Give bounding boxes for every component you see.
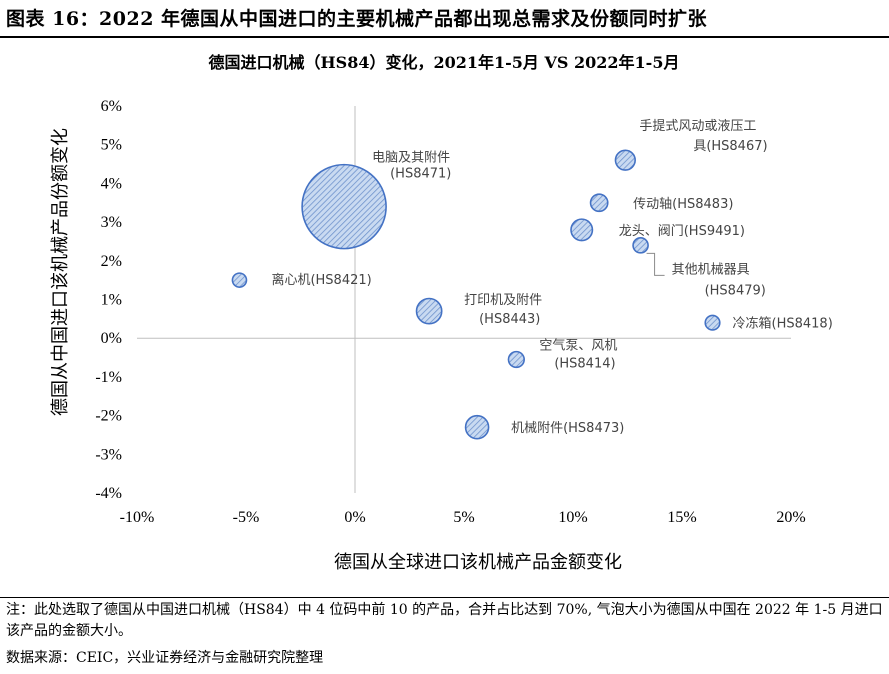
y-axis-label: 德国从中国进口该机械产品份额变化: [50, 128, 71, 416]
bubble-label: 其他机械器具: [672, 262, 750, 277]
bubble-point: [570, 218, 594, 242]
bubble-label: 机械附件(HS8473): [511, 421, 624, 436]
bubble-label: (HS8414): [554, 356, 615, 371]
note-rule: [0, 597, 889, 598]
title-rule: [0, 36, 889, 38]
bubble-point: [614, 149, 636, 171]
x-tick-label: -10%: [120, 509, 155, 526]
bubble-point: [301, 163, 387, 250]
bubbles: [231, 149, 721, 440]
x-tick-label: 20%: [776, 509, 805, 526]
figure-source: 数据来源：CEIC，兴业证券经济与金融研究院整理: [6, 650, 324, 666]
bubble-label: 龙头、阀门(HS9491): [619, 224, 745, 239]
x-tick-label: 15%: [667, 509, 696, 526]
x-axis-label: 德国从全球进口该机械产品金额变化: [334, 552, 622, 573]
bubble-point: [231, 272, 248, 288]
bubble-label: 空气泵、风机: [539, 337, 617, 353]
figure-title: 图表 16：2022 年德国从中国进口的主要机械产品都出现总需求及份额同时扩张: [6, 8, 708, 30]
bubble-point: [632, 237, 649, 254]
bubble-label: (HS8443): [479, 312, 540, 327]
axes: -10% -5% 0% 5% 10% 15% 20% 6% 5% 4% 3% 2% 1% 0% -1% -2%…: [95, 98, 805, 526]
bubble-label: 传动轴(HS8483): [633, 197, 733, 212]
y-tick-label: -1%: [95, 369, 122, 386]
bubble-label: 具(HS8467): [693, 139, 767, 154]
label-leader-line: [646, 252, 665, 276]
bubble-label: (HS8471): [390, 167, 451, 182]
chart-title: 德国进口机械（HS84）变化，2021年1-5月 VS 2022年1-5月: [209, 53, 680, 72]
bubble-point: [704, 314, 721, 331]
bubble-point: [507, 350, 525, 369]
y-tick-label: -3%: [95, 446, 122, 463]
bubble-chart: 德国进口机械（HS84）变化，2021年1-5月 VS 2022年1-5月 -1…: [50, 53, 833, 573]
y-tick-label: 0%: [101, 330, 122, 347]
bubble-point: [464, 414, 490, 440]
x-tick-label: -5%: [233, 509, 260, 526]
x-tick-label: 5%: [453, 509, 474, 526]
y-tick-label: 2%: [101, 253, 122, 270]
y-tick-label: 5%: [101, 137, 122, 154]
bubble-label: 冷冻箱(HS8418): [733, 316, 833, 332]
bubble-point: [415, 297, 443, 325]
y-tick-label: 3%: [101, 214, 122, 231]
figure-note: 注：此处选取了德国从中国进口机械（HS84）中 4 位码中前 10 的产品，合并…: [6, 602, 883, 639]
bubble-label: 打印机及附件: [464, 293, 542, 308]
bubble-label: 手提式风动或液压工: [639, 118, 756, 134]
x-tick-label: 0%: [344, 509, 365, 526]
bubble-label: (HS8479): [705, 283, 766, 298]
y-tick-label: 4%: [101, 175, 122, 192]
y-tick-label: 6%: [101, 98, 122, 115]
y-tick-label: -4%: [95, 485, 122, 502]
bubble-label: 电脑及其附件: [372, 151, 450, 166]
y-tick-label: -2%: [95, 408, 122, 425]
x-tick-label: 10%: [558, 509, 587, 526]
bubble-point: [589, 193, 609, 213]
bubble-label: 离心机(HS8421): [271, 272, 371, 288]
y-tick-label: 1%: [101, 292, 122, 309]
